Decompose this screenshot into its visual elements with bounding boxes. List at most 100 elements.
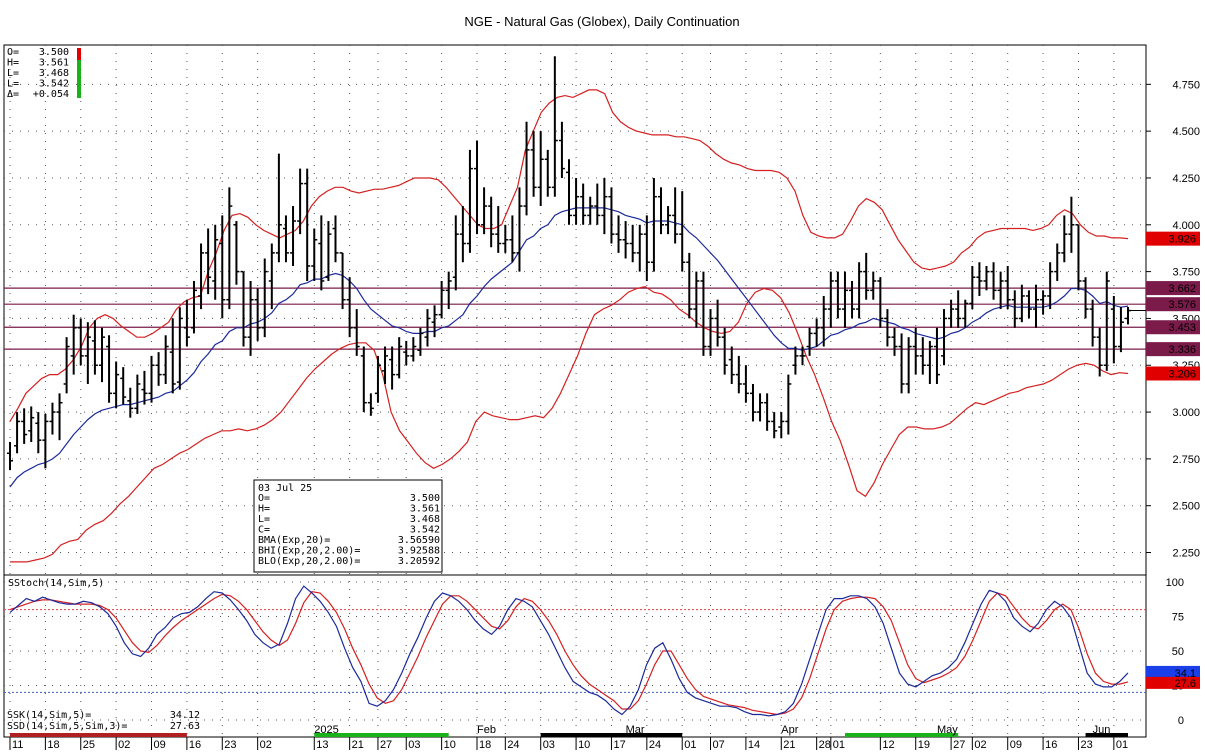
price-bar (466, 149, 473, 253)
price-bar (657, 187, 664, 235)
price-bar (318, 215, 325, 291)
price-bar (481, 187, 488, 235)
price-bar (247, 280, 254, 356)
date-tick-label: 09 (1010, 739, 1022, 751)
price-bar (268, 243, 275, 310)
stochastic-lines (4, 585, 1146, 717)
info-label: O= (258, 493, 270, 504)
date-tick-label: 17 (613, 739, 625, 751)
info-box: 03 Jul 25O= 3.500 H= 3.561 L= 3.468 C= 3.542 BMA… (253, 479, 443, 573)
info-box-frame (253, 479, 443, 573)
date-tick-label: 03 (543, 739, 555, 751)
price-bar (806, 327, 813, 356)
ohlc-value: 3.561 (39, 58, 69, 69)
month-label: Feb (477, 724, 496, 736)
ssk-value: 34.12 (170, 710, 200, 721)
price-bar (438, 280, 445, 319)
ohlc-label: O= (7, 47, 19, 58)
date-tick-label: 21 (352, 739, 364, 751)
ohlc-color-bar-green (77, 60, 81, 98)
price-tag-box (1146, 366, 1200, 381)
price-bar (849, 280, 856, 319)
price-bar (42, 413, 49, 469)
ssk-label: SSK(14,Sim,5)= (7, 710, 91, 721)
price-bar (1082, 277, 1089, 319)
date-tick-label: 13 (316, 739, 328, 751)
price-bar (990, 262, 997, 300)
date-tick-label: 07 (713, 739, 725, 751)
price-bars (7, 56, 1131, 471)
price-bar (141, 370, 148, 405)
month-label: May (937, 724, 958, 736)
price-bar (382, 346, 389, 384)
stochastic-tick-label: 0 (1178, 715, 1184, 727)
date-tick-label: 21 (783, 739, 795, 751)
ssd-tag-label: 27.6 (1175, 678, 1196, 690)
price-bar (162, 335, 169, 384)
price-tag: 3.453 (1146, 320, 1200, 335)
price-bar (205, 228, 212, 295)
stochastic-tick-label: 75 (1172, 612, 1184, 624)
price-tag-label: 3.206 (1168, 368, 1196, 380)
price-bar (367, 393, 374, 416)
month-label: Apr (781, 724, 798, 736)
period-strip (314, 733, 449, 737)
date-tick-label: 11 (12, 739, 23, 751)
price-tag-label: 3.926 (1168, 234, 1196, 246)
ohlc-color-bar-red (77, 48, 81, 60)
price-bar (353, 309, 360, 356)
price-bar (537, 131, 544, 207)
info-label: BLO(Exp,20,2.00)= (258, 556, 360, 567)
price-bar (28, 406, 35, 443)
price-bar (912, 327, 919, 375)
price-bar (84, 322, 91, 384)
price-bar (813, 318, 820, 347)
price-bar (799, 346, 806, 366)
price-tag: 3.206 (1146, 366, 1200, 381)
price-bar (997, 271, 1004, 310)
price-bar (877, 277, 884, 328)
info-label: C= (258, 525, 270, 536)
period-strip (10, 733, 187, 737)
date-tick-label: 23 (224, 739, 236, 751)
date-tick-label: 24 (507, 739, 519, 751)
price-bar (778, 412, 785, 439)
price-tick-label: 2.500 (1172, 501, 1200, 513)
price-tag-box (1146, 231, 1200, 246)
price-bar (820, 295, 827, 347)
month-label: Mar (626, 724, 645, 736)
price-bar (21, 408, 28, 444)
bollinger-lower-band (10, 285, 1129, 563)
price-bar (360, 346, 367, 413)
stochastic-panel (3, 574, 1147, 738)
price-bar (410, 337, 417, 362)
price-bar (573, 177, 580, 225)
date-tick-label: 10 (444, 739, 456, 751)
date-tick-label: 18 (479, 739, 491, 751)
ohlc-label: L= (7, 79, 19, 90)
price-bar (509, 215, 516, 263)
price-bar (566, 159, 572, 225)
date-tick-label: 27 (953, 739, 965, 751)
price-bar (452, 215, 459, 291)
ssd-label: SSD(14,Sim,5,Sim,3)= (7, 721, 127, 732)
price-bar (240, 270, 247, 347)
price-tick-label: 4.500 (1172, 126, 1200, 138)
price-bar (679, 191, 686, 272)
period-strip (1085, 733, 1128, 737)
date-tick-label: 25 (83, 739, 95, 751)
price-bar (551, 56, 558, 197)
price-bar (587, 196, 594, 225)
price-bar (1061, 215, 1068, 263)
price-bar (261, 258, 268, 338)
price-bar (98, 327, 105, 383)
date-tick-label: 24 (649, 739, 661, 751)
price-bar (1068, 196, 1075, 253)
price-bar (113, 361, 120, 409)
period-strip (844, 733, 959, 737)
price-bar (14, 412, 21, 454)
price-bar (155, 352, 162, 386)
price-bar (49, 402, 56, 435)
price-bar (282, 215, 289, 263)
price-bar (169, 318, 176, 394)
